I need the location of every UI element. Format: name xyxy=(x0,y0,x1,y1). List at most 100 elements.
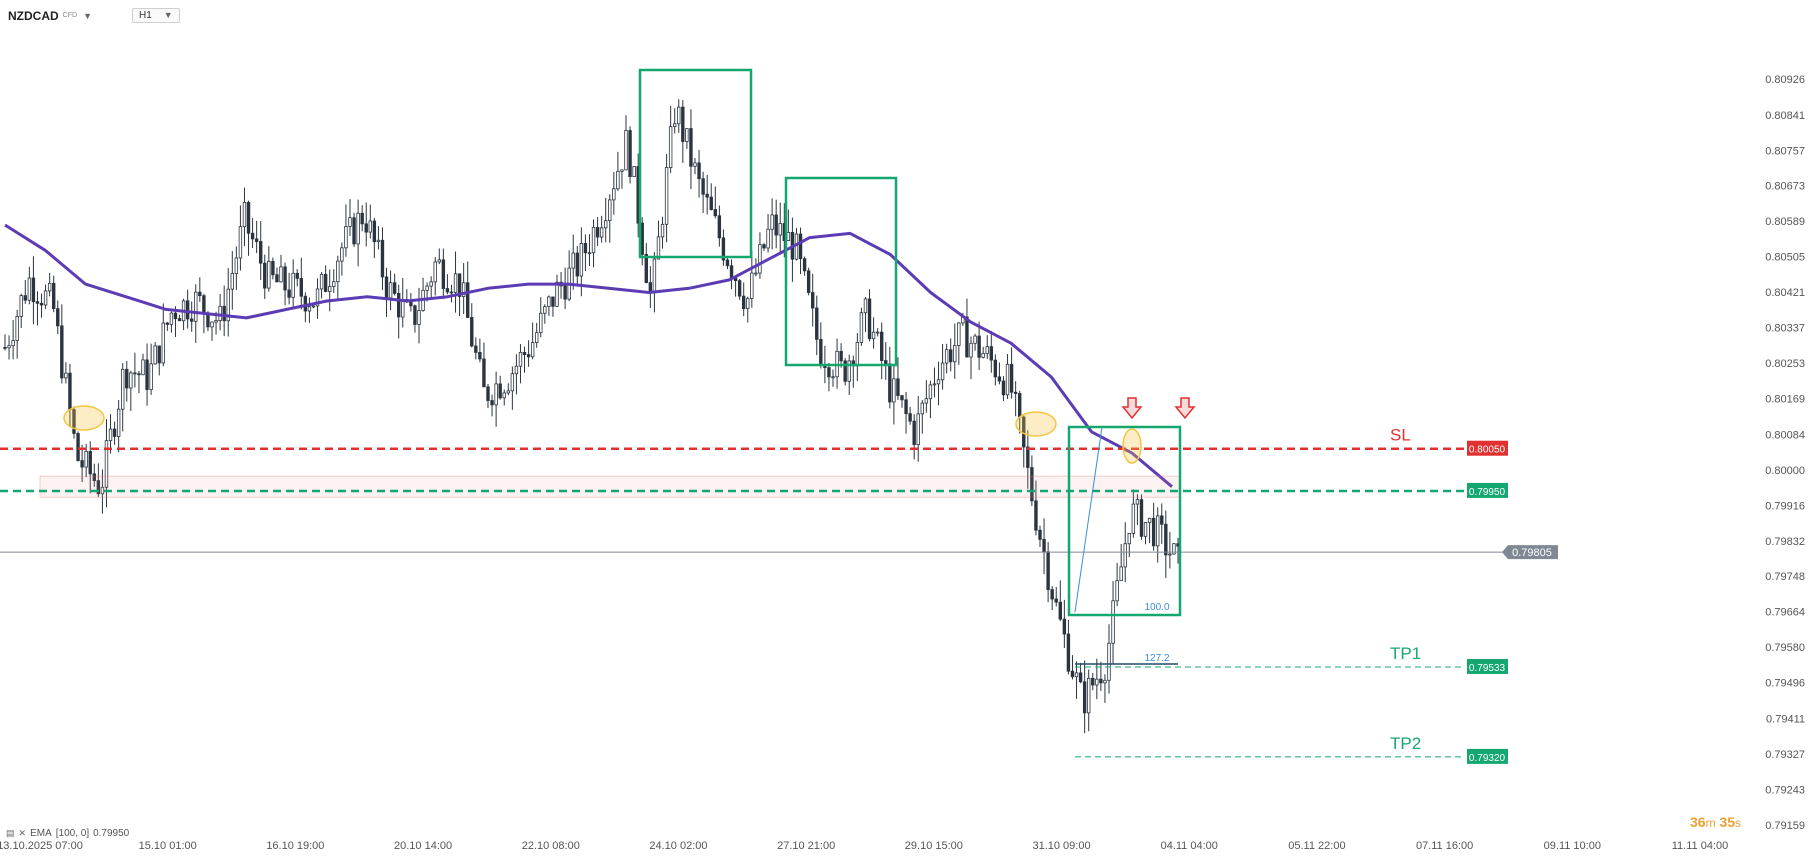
candle-body xyxy=(133,372,137,375)
candle-body xyxy=(543,306,547,314)
indicator-label[interactable]: EMA xyxy=(30,828,52,839)
candle-body xyxy=(705,193,709,198)
candle-body xyxy=(161,322,165,364)
candle-body xyxy=(989,346,993,361)
highlight-ellipse xyxy=(1122,428,1142,464)
candle-body xyxy=(750,272,754,299)
candle-body xyxy=(904,399,908,415)
candle-body xyxy=(202,295,206,314)
x-tick-label: 05.11 22:00 xyxy=(1288,840,1345,852)
symbol-chevron-down-icon[interactable]: ▼ xyxy=(83,10,92,21)
candle-body xyxy=(242,201,247,228)
y-tick-label: 0.80337 xyxy=(1765,323,1805,335)
candle-body xyxy=(1095,678,1099,686)
y-tick-label: 0.80253 xyxy=(1765,358,1805,370)
candle-body xyxy=(384,276,389,299)
symbol-label[interactable]: NZDCAD xyxy=(8,8,59,23)
candle-body xyxy=(587,252,592,255)
candle-body xyxy=(344,226,348,249)
candle-body xyxy=(673,123,677,128)
y-tick-label: 0.79580 xyxy=(1765,642,1805,654)
level-label: TP1 xyxy=(1390,644,1421,663)
candle-body xyxy=(80,460,84,468)
candle-body xyxy=(888,363,892,403)
candle-body xyxy=(969,342,973,358)
candle-body xyxy=(234,257,239,274)
candle-body xyxy=(827,367,831,378)
candle-body xyxy=(3,347,7,349)
candle-body xyxy=(940,362,945,381)
candle-body xyxy=(486,386,490,401)
candle-body xyxy=(709,196,713,210)
candle-body xyxy=(478,352,482,360)
candle-body xyxy=(194,291,198,322)
y-tick-label: 0.79411 xyxy=(1766,713,1805,725)
candle-body xyxy=(595,227,600,238)
candle-body xyxy=(924,398,929,404)
y-tick-label: 0.80421 xyxy=(1765,287,1805,299)
candle-body xyxy=(575,252,579,277)
timer-s-unit: s xyxy=(1735,816,1742,830)
timeframe-label: H1 xyxy=(138,10,152,21)
candle-body xyxy=(742,295,746,309)
candle-body xyxy=(413,305,417,325)
candle-body xyxy=(311,305,316,308)
candle-body xyxy=(973,335,977,344)
candle-body xyxy=(336,260,340,283)
candle-body xyxy=(11,340,15,347)
candle-body xyxy=(693,162,697,167)
candle-body xyxy=(429,281,433,287)
candle-body xyxy=(445,288,450,293)
candle-body xyxy=(271,260,275,276)
candle-body xyxy=(307,306,312,312)
y-tick-label: 0.79327 xyxy=(1765,749,1805,761)
close-icon[interactable]: ✕ xyxy=(18,828,27,838)
candle-body xyxy=(652,258,657,293)
x-tick-label: 27.10 21:00 xyxy=(777,840,835,852)
level-price-tag xyxy=(1467,440,1508,456)
candle-body xyxy=(1131,503,1136,534)
candle-body xyxy=(68,372,72,411)
candle-body xyxy=(190,318,194,322)
candle-body xyxy=(697,162,701,180)
candle-body xyxy=(555,281,559,307)
candle-body xyxy=(372,220,377,243)
candle-body xyxy=(35,301,40,304)
x-tick-label: 29.10 15:00 xyxy=(905,840,963,852)
candle-body xyxy=(798,233,803,260)
candle-body xyxy=(198,291,202,297)
timeframe-selector[interactable]: H1 ▼ xyxy=(131,8,180,23)
candle-body xyxy=(104,440,109,488)
candle-body xyxy=(624,130,628,171)
candle-body xyxy=(681,106,685,142)
candle-body xyxy=(632,166,636,178)
candle-body xyxy=(7,345,11,349)
hide-icon[interactable]: ▤ xyxy=(6,828,15,838)
candle-body xyxy=(222,305,226,322)
candle-body xyxy=(993,359,998,378)
candle-body xyxy=(84,451,88,468)
candle-body xyxy=(100,486,105,495)
candle-body xyxy=(892,378,896,403)
candle-body xyxy=(388,282,393,299)
candle-body xyxy=(23,295,27,301)
candle-body xyxy=(997,376,1002,382)
candle-body xyxy=(1151,517,1156,547)
candle-body xyxy=(880,331,884,361)
ema-line xyxy=(4,223,1173,488)
candle-body xyxy=(185,300,190,320)
candle-body xyxy=(149,363,153,390)
candle-body xyxy=(648,282,653,293)
candle-body xyxy=(1062,618,1067,635)
candle-body xyxy=(957,322,961,346)
candle-body xyxy=(1074,672,1079,678)
candle-body xyxy=(39,302,44,306)
candle-body xyxy=(116,408,121,437)
candle-body xyxy=(299,277,303,297)
candle-body xyxy=(1005,363,1010,396)
candle-body xyxy=(112,428,117,437)
candle-body xyxy=(766,228,770,249)
candle-body xyxy=(1026,446,1030,468)
candle-body xyxy=(72,409,76,434)
